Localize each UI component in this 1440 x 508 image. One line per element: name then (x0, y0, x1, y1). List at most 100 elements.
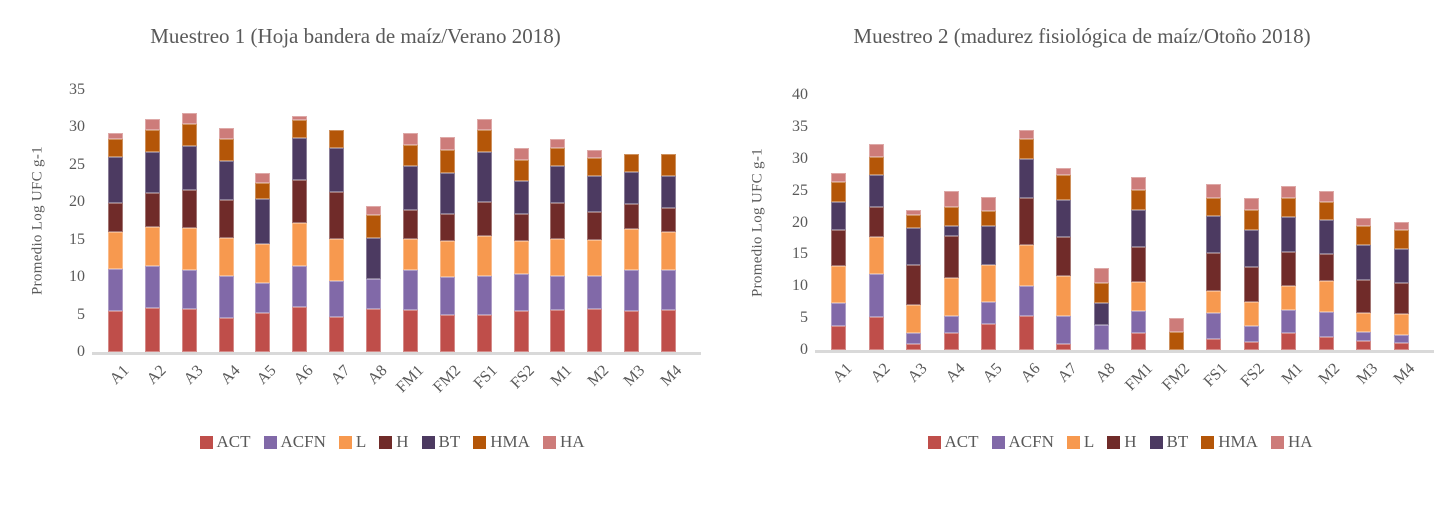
chart-muestreo-2: Muestreo 2 (madurez fisiológica de maíz/… (720, 0, 1440, 508)
bar-segment-ha (1206, 184, 1222, 199)
y-axis-ticks: 0 5 10 15 20 25 30 35 (37, 81, 85, 360)
bar-a3 (181, 90, 197, 352)
legend-swatch (1149, 435, 1163, 449)
bar-a6 (1018, 95, 1034, 350)
y-tick-label: 30 (792, 149, 808, 167)
legend-label: ACT (944, 432, 979, 451)
bar-a7 (329, 90, 345, 352)
bar-segment-l (513, 240, 529, 275)
x-tick-label: M4 (1390, 360, 1419, 388)
bar-segment-bt (943, 225, 959, 236)
bar-segment-hma (1393, 229, 1409, 250)
bar-segment-h (831, 229, 847, 266)
y-tick-label: 25 (69, 155, 85, 173)
bars (97, 90, 687, 352)
bar-segment-hma (1056, 175, 1072, 200)
bar-fs2 (1243, 95, 1259, 350)
bar-segment-h (868, 206, 884, 237)
bar-segment-act (366, 308, 382, 352)
bar-segment-act (981, 323, 997, 350)
bar-segment-h (661, 207, 677, 232)
bar-segment-ha (366, 206, 382, 216)
legend-label: BT (438, 432, 461, 451)
bar-segment-hma (329, 130, 345, 148)
y-tick-label: 0 (77, 343, 85, 360)
bar-a4 (218, 90, 234, 352)
bar-segment-ha (218, 128, 234, 140)
x-tick-label: FM2 (430, 362, 465, 397)
y-tick-label: 20 (69, 193, 85, 211)
bar-segment-ha (292, 115, 308, 121)
bar-segment-l (144, 227, 160, 266)
bar-segment-hma (1168, 332, 1184, 350)
bar-segment-hma (218, 139, 234, 162)
x-tick-label: A2 (143, 362, 170, 388)
bar-segment-act (906, 344, 922, 350)
bar-segment-l (329, 239, 345, 281)
bar-segment-hma (981, 211, 997, 226)
bar-segment-l (1018, 245, 1034, 287)
bar-segment-hma (1093, 283, 1109, 303)
bar-segment-act (255, 313, 271, 352)
x-tick-label: A6 (290, 362, 317, 388)
bar-segment-l (1393, 314, 1409, 335)
legend-swatch (338, 435, 352, 449)
bar-a1 (107, 90, 123, 352)
bar-segment-hma (1243, 209, 1259, 231)
bar-segment-acfn (402, 270, 418, 311)
bar-segment-acfn (107, 268, 123, 311)
bar-segment-ha (868, 144, 884, 157)
bar-segment-bt (624, 172, 640, 204)
bar-segment-acfn (513, 274, 529, 311)
bar-fm1 (402, 90, 418, 352)
bar-segment-hma (943, 206, 959, 226)
bar-a3 (906, 95, 922, 350)
bar-segment-bt (329, 147, 345, 192)
y-tick-label: 35 (792, 117, 808, 135)
bar-segment-h (292, 179, 308, 223)
bar-segment-l (587, 239, 603, 277)
bar-m2 (1318, 95, 1334, 350)
bar-segment-hma (906, 214, 922, 229)
bar-slot (318, 90, 355, 352)
bar-segment-hma (868, 156, 884, 175)
x-tick-label: FM1 (393, 362, 428, 397)
bars (820, 95, 1420, 350)
bar-segment-l (624, 229, 640, 270)
legend-item-bt: BT (1149, 432, 1188, 452)
bar-segment-h (1056, 237, 1072, 277)
bar-segment-l (1318, 281, 1334, 313)
bar-segment-hma (255, 182, 271, 200)
y-tick-label: 5 (77, 305, 85, 323)
legend: ACT ACFN L H BT HMA HA (820, 432, 1420, 452)
bar-segment-acfn (292, 265, 308, 308)
legend-label: ACFN (1008, 432, 1054, 451)
bar-segment-bt (1131, 209, 1147, 247)
bar-fm2 (439, 90, 455, 352)
bar-segment-hma (439, 149, 455, 174)
legend-label: HMA (490, 432, 530, 451)
bar-segment-act (624, 310, 640, 352)
bar-segment-hma (661, 154, 677, 177)
bar-segment-hma (550, 148, 566, 166)
legend-swatch (1270, 435, 1284, 449)
bar-segment-ha (1131, 176, 1147, 191)
bar-slot (208, 90, 245, 352)
bar-segment-acfn (624, 269, 640, 311)
y-tick-label: 10 (69, 268, 85, 286)
bar-segment-act (329, 316, 345, 352)
bar-segment-acfn (144, 265, 160, 308)
bar-fm2 (1168, 95, 1184, 350)
bar-segment-h (550, 203, 566, 239)
bar-a4 (943, 95, 959, 350)
bar-slot (895, 95, 933, 350)
bar-segment-ha (1318, 190, 1334, 203)
legend-swatch (991, 435, 1005, 449)
bar-segment-bt (1093, 302, 1109, 325)
legend-swatch (263, 435, 277, 449)
bar-segment-hma (107, 139, 123, 158)
bar-segment-acfn (255, 283, 271, 314)
bar-a6 (292, 90, 308, 352)
bar-segment-acfn (181, 270, 197, 310)
bar-segment-act (292, 307, 308, 352)
